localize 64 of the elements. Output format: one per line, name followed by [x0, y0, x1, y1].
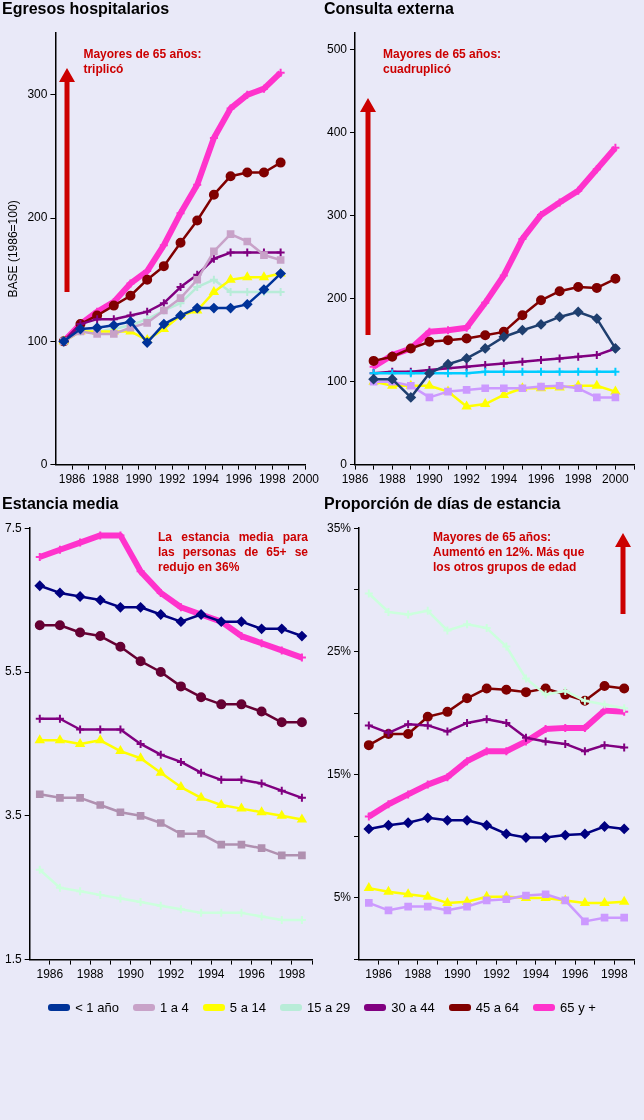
x-tick-label: 1996 — [238, 967, 266, 982]
y-tick-label: 200 — [27, 210, 48, 225]
legend-label: 45 a 64 — [475, 1000, 520, 1015]
y-axis-title: BASE (1986=100) — [5, 200, 20, 298]
x-tick-label: 1990 — [125, 472, 153, 487]
x-tick-label: 1992 — [158, 472, 186, 487]
x-tick-label: 1988 — [404, 967, 432, 982]
x-tick-label: 1988 — [76, 967, 104, 982]
y-tick-label: 35% — [326, 520, 352, 535]
x-tick-label: 1994 — [490, 472, 518, 487]
x-tick-label: 1994 — [197, 967, 225, 982]
x-tick-label: 1992 — [157, 967, 185, 982]
x-tick-label: 1986 — [36, 967, 64, 982]
y-tick-label: 100 — [27, 333, 48, 348]
chart-title: Consulta externa — [324, 0, 454, 18]
y-tick-label: 7.5 — [4, 520, 22, 535]
y-tick-label: 400 — [326, 125, 348, 140]
y-tick-label: 1.5 — [4, 951, 22, 966]
annotation: Mayores de 65 años: cuadruplicó — [383, 47, 503, 78]
x-tick-label: 1998 — [564, 472, 592, 487]
legend-label: 15 a 29 — [306, 1000, 351, 1015]
x-tick-label: 1998 — [258, 472, 286, 487]
y-tick-label: 500 — [326, 42, 348, 57]
x-tick-label: 1986 — [58, 472, 86, 487]
annotation: Mayores de 65 años: Aumentó en 12%. Más que los otros grupos de edad — [433, 530, 586, 576]
x-tick-label: 1986 — [365, 967, 393, 982]
x-tick-label: 1996 — [225, 472, 253, 487]
legend-label: 1 a 4 — [159, 1000, 189, 1015]
chart-title: Egresos hospitalarios — [2, 0, 170, 18]
y-tick-label: 3.5 — [4, 808, 22, 823]
x-tick-label: 1996 — [527, 472, 555, 487]
legend-label: 65 y + — [560, 1000, 596, 1015]
x-tick-label: 1990 — [416, 472, 444, 487]
annotation: La estancia media para las personas de 65+ se redujo en 36% — [158, 530, 308, 576]
x-tick-label: 2000 — [292, 472, 320, 487]
x-tick-label: 1992 — [453, 472, 481, 487]
x-tick-label: 1992 — [483, 967, 511, 982]
x-tick-label: 2000 — [602, 472, 630, 487]
chart-title: Proporción de días de estancia — [324, 495, 561, 513]
x-tick-label: 1988 — [92, 472, 120, 487]
x-tick-label: 1998 — [601, 967, 629, 982]
y-tick-label: 0 — [340, 456, 348, 471]
y-tick-label: 5.5 — [4, 664, 22, 679]
y-tick-label: 300 — [326, 208, 348, 223]
y-tick-label: 300 — [27, 87, 48, 102]
x-tick-label: 1986 — [341, 472, 369, 487]
y-tick-label: 15% — [326, 767, 352, 782]
legend-label: < 1 año — [75, 1000, 119, 1015]
x-tick-label: 1996 — [561, 967, 589, 982]
x-tick-label: 1988 — [378, 472, 406, 487]
y-tick-label: 5% — [333, 890, 352, 905]
y-tick-label: 25% — [326, 643, 352, 658]
y-tick-label: 200 — [326, 290, 348, 305]
y-tick-label: 0 — [40, 456, 48, 471]
legend-label: 5 a 14 — [229, 1000, 266, 1015]
chart-title: Estancia media — [2, 495, 119, 513]
x-tick-label: 1998 — [278, 967, 306, 982]
x-tick-label: 1994 — [192, 472, 220, 487]
x-tick-label: 1990 — [117, 967, 145, 982]
annotation: Mayores de 65 años: triplicó — [83, 47, 203, 78]
y-tick-label: 100 — [326, 373, 348, 388]
x-tick-label: 1990 — [443, 967, 471, 982]
legend-label: 30 a 44 — [391, 1000, 435, 1015]
x-tick-label: 1994 — [522, 967, 550, 982]
